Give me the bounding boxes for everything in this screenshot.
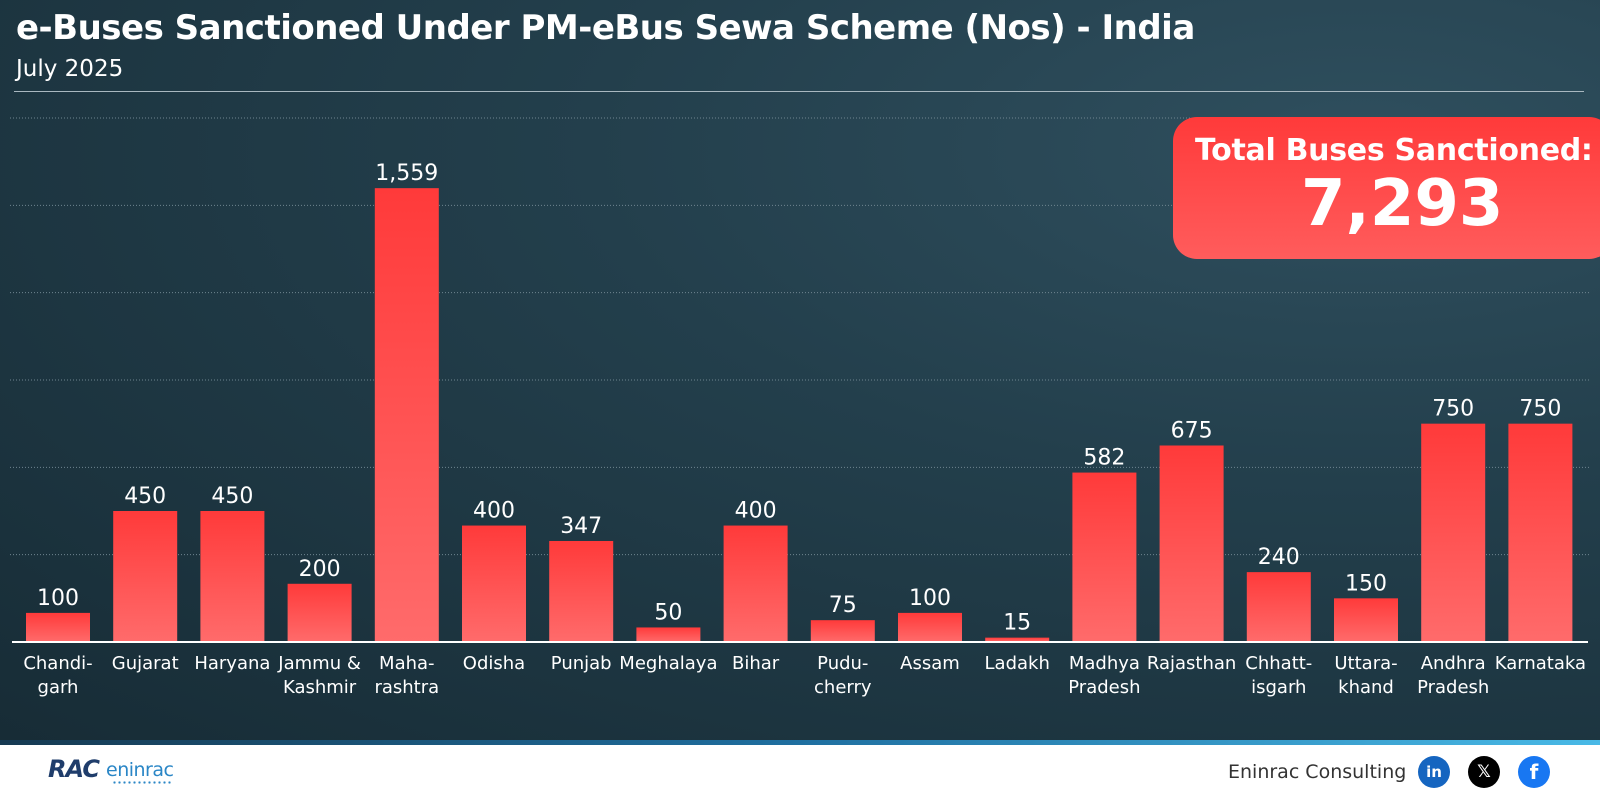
bar xyxy=(1246,572,1311,642)
category-label: Karnataka xyxy=(1495,653,1586,674)
chart-panel: e-Buses Sanctioned Under PM-eBus Sewa Sc… xyxy=(0,0,1600,740)
bar xyxy=(1334,598,1398,642)
accent-strip xyxy=(0,740,1600,745)
total-label: Total Buses Sanctioned: xyxy=(1195,133,1593,168)
bar-value-label: 450 xyxy=(211,484,253,509)
bar xyxy=(1421,423,1486,642)
bar xyxy=(810,620,875,642)
company-name: Eninrac Consulting xyxy=(1228,761,1407,783)
bar-value-label: 100 xyxy=(909,586,951,611)
bar xyxy=(549,540,614,642)
category-label: Jammu & Kashmir xyxy=(277,653,361,698)
category-label: Rajasthan xyxy=(1147,653,1236,674)
category-label: Chandi-garh xyxy=(23,653,92,698)
bar xyxy=(374,188,439,642)
category-label: Pudu-cherry xyxy=(814,653,872,698)
bar-value-label: 50 xyxy=(654,600,682,625)
bar-value-label: 400 xyxy=(735,499,777,524)
category-label: Assam xyxy=(900,653,960,674)
category-label: Punjab xyxy=(551,653,612,674)
bar xyxy=(723,525,788,642)
bar-value-label: 100 xyxy=(37,586,79,611)
chart-title: e-Buses Sanctioned Under PM-eBus Sewa Sc… xyxy=(16,8,1195,48)
bar-value-label: 15 xyxy=(1003,611,1031,636)
bar-value-label: 750 xyxy=(1519,397,1561,422)
logo-text: eninrac xyxy=(106,759,174,781)
footer: RAC eninrac Eninrac Consulting in 𝕏 f xyxy=(0,745,1600,800)
category-label: Andhra Pradesh xyxy=(1417,653,1489,698)
total-value: 7,293 xyxy=(1301,167,1504,241)
facebook-icon[interactable]: f xyxy=(1518,756,1550,788)
bar-value-label: 1,559 xyxy=(375,161,438,186)
category-label: Meghalaya xyxy=(619,653,717,674)
bar xyxy=(462,525,526,642)
bar-value-label: 240 xyxy=(1258,545,1300,570)
bar xyxy=(1508,423,1573,642)
title-divider xyxy=(14,91,1584,92)
bar xyxy=(636,627,701,642)
category-label: Chhatt-isgarh xyxy=(1245,653,1312,698)
bar xyxy=(985,637,1050,642)
bar xyxy=(287,583,352,642)
bar xyxy=(1072,472,1137,642)
category-label: Uttara-khand xyxy=(1334,653,1397,698)
bar xyxy=(898,612,962,642)
category-label: Madhya Pradesh xyxy=(1068,653,1140,698)
total-callout: Total Buses Sanctioned: 7,293 xyxy=(1173,117,1600,259)
bar-value-label: 450 xyxy=(124,484,166,509)
category-label: Odisha xyxy=(463,653,525,674)
bar-value-label: 582 xyxy=(1083,446,1125,471)
logo-dots xyxy=(112,781,172,784)
bar xyxy=(26,612,90,642)
bar-value-label: 347 xyxy=(560,514,602,539)
bar-value-label: 675 xyxy=(1171,419,1213,444)
bar-value-label: 75 xyxy=(829,593,857,618)
category-label: Maha-rashtra xyxy=(374,653,439,698)
bar-value-label: 400 xyxy=(473,499,515,524)
bar-chart: 100 Chandi-garh 450 Gujarat 450 Haryana 200 Jam… xyxy=(10,117,1590,698)
category-label: Haryana xyxy=(194,653,270,674)
x-icon[interactable]: 𝕏 xyxy=(1468,756,1500,788)
bar-value-label: 750 xyxy=(1432,397,1474,422)
bar xyxy=(1159,445,1224,642)
bar-value-label: 200 xyxy=(299,557,341,582)
chart-subtitle: July 2025 xyxy=(16,56,124,82)
category-label: Gujarat xyxy=(112,653,179,674)
linkedin-icon[interactable]: in xyxy=(1418,756,1450,788)
category-label: Ladakh xyxy=(985,653,1050,674)
category-label: Bihar xyxy=(732,653,780,674)
bar xyxy=(200,511,265,642)
bar-value-label: 150 xyxy=(1345,571,1387,596)
eninrac-logo: RAC eninrac xyxy=(48,755,188,789)
bar xyxy=(113,511,178,642)
logo-mark: RAC xyxy=(48,755,100,783)
